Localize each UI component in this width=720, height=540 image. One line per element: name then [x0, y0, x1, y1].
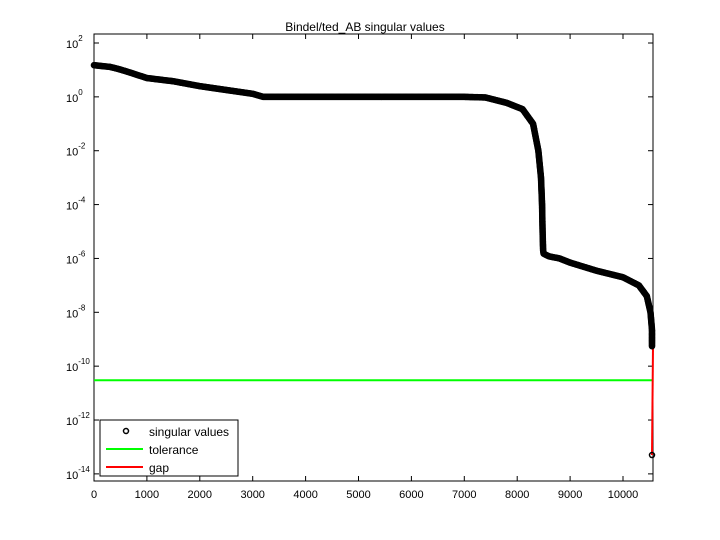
- singular-values-series: [90, 61, 656, 459]
- x-axis: 0 1000 2000 3000 4000 5000 6000 7000 8000 9000 100…: [91, 34, 638, 501]
- x-tick-label: 6000: [399, 489, 423, 501]
- y-tick-label: 100: [66, 88, 83, 105]
- y-tick-label: 10-14: [66, 465, 90, 482]
- x-tick-label: 7000: [452, 489, 476, 501]
- gap-line: [651, 347, 654, 456]
- x-tick-label: 10000: [608, 489, 639, 501]
- chart-title: Bindel/ted_AB singular values: [285, 20, 444, 34]
- x-tick-label: 8000: [505, 489, 529, 501]
- y-tick-label: 10-2: [66, 142, 86, 159]
- y-tick-label: 10-8: [66, 303, 86, 320]
- y-tick-label: 10-12: [66, 411, 90, 428]
- x-tick-label: 3000: [240, 489, 264, 501]
- y-tick-label: 10-10: [66, 357, 90, 374]
- legend: singular values tolerance gap: [99, 419, 239, 477]
- x-tick-label: 1000: [135, 489, 159, 501]
- y-tick-label: 102: [66, 34, 83, 51]
- plot-area: [93, 33, 654, 482]
- x-tick-label: 5000: [346, 489, 370, 501]
- legend-label-gap: gap: [149, 461, 169, 475]
- x-tick-label: 4000: [293, 489, 317, 501]
- legend-circle-marker-icon: [122, 427, 130, 435]
- legend-label-singular-values: singular values: [149, 425, 229, 439]
- x-tick-label: 0: [91, 489, 97, 501]
- y-tick-label: 10-6: [66, 249, 86, 266]
- reference-lines: [94, 347, 654, 456]
- legend-label-tolerance: tolerance: [149, 443, 199, 457]
- y-tick-label: 10-4: [66, 196, 86, 213]
- x-tick-label: 2000: [188, 489, 212, 501]
- x-tick-label: 9000: [558, 489, 582, 501]
